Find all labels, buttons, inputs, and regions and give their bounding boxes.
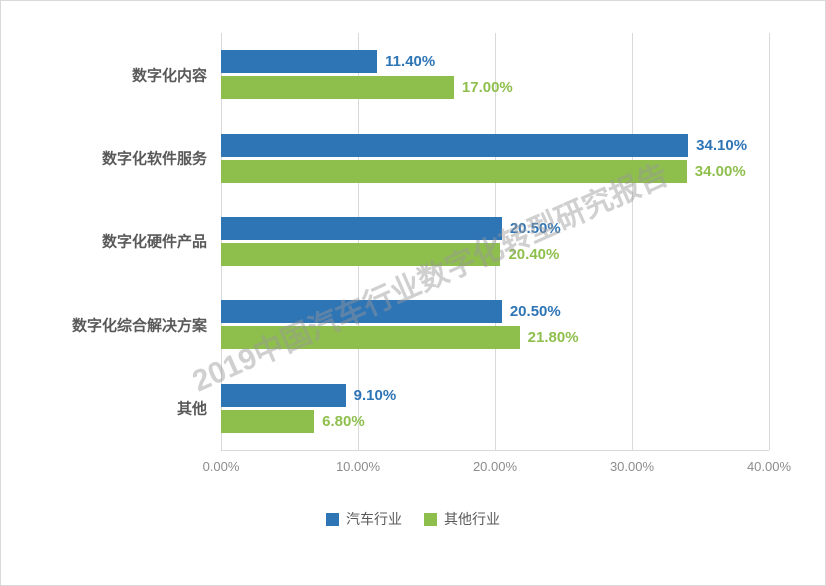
value-label: 21.80% (527, 329, 579, 347)
bar-line: 21.80% (221, 326, 769, 350)
x-axis: 0.00% 10.00% 20.00% 30.00% 40.00% (203, 451, 791, 479)
value-label: 20.40% (508, 245, 560, 263)
bar-line: 34.10% (221, 133, 769, 157)
value-label: 11.40% (385, 53, 436, 71)
x-tick-label: 20.00% (472, 459, 518, 474)
gridline (632, 33, 633, 450)
x-tick-label: 0.00% (202, 459, 240, 474)
value-label: 20.50% (509, 303, 561, 321)
bar-line: 17.00% (221, 76, 769, 100)
category-label: 数字化综合解决方案 (71, 317, 207, 335)
bar-segment (221, 300, 502, 324)
legend-item: 汽车行业 (326, 509, 402, 529)
bar-line: 20.50% (221, 300, 769, 324)
category-group: 数字化综合解决方案 20.50% 21.80% (72, 283, 769, 366)
bar-rows: 数字化内容 11.40% 17.00% 数字化软件服务 34.10% 34.00% 数字化硬… (72, 33, 769, 450)
bar-line: 34.00% (221, 159, 769, 183)
bar-line: 11.40% (221, 50, 769, 74)
category-group: 数字化内容 11.40% 17.00% (132, 33, 769, 116)
category-label: 数字化软件服务 (101, 150, 207, 168)
bar-segment (221, 409, 315, 433)
value-label: 17.00% (461, 79, 513, 97)
bar-line: 20.40% (221, 242, 769, 266)
legend-label: 汽车行业 (346, 511, 402, 527)
value-label: 34.10% (696, 136, 748, 154)
category-group: 数字化软件服务 34.10% 34.00% (102, 116, 769, 199)
gridlines (221, 33, 770, 450)
value-label: 20.50% (509, 219, 561, 237)
value-label: 9.10% (353, 386, 397, 404)
legend-item: 其他行业 (424, 509, 500, 529)
gridline (221, 33, 222, 450)
bar-line: 20.50% (221, 216, 769, 240)
category-group: 数字化硬件产品 20.50% 20.40% (102, 200, 769, 283)
category-label: 数字化硬件产品 (101, 233, 207, 251)
legend-swatch-icon (326, 512, 339, 526)
gridline (769, 33, 770, 450)
gridline (358, 33, 359, 450)
bar-line: 6.80% (221, 409, 769, 433)
bar-segment (221, 76, 454, 100)
bar-segment (221, 50, 378, 74)
x-tick-label: 30.00% (609, 459, 655, 474)
x-tick-label: 40.00% (746, 459, 792, 474)
value-label: 34.00% (694, 162, 746, 180)
bar-segment (221, 159, 687, 183)
bar-segment (221, 383, 346, 407)
bar-segment (221, 133, 689, 157)
category-label: 数字化内容 (131, 67, 207, 85)
x-tick-label: 10.00% (335, 459, 381, 474)
plot-area: 2019中国汽车行业数字化转型研究报告 数字化内容 11.40% 17.00% 数字化… (72, 33, 770, 451)
category-label: 其他 (176, 400, 207, 418)
bar-segment (221, 242, 501, 266)
bar-segment (221, 216, 502, 240)
legend: 汽车行业 其他行业 (1, 509, 825, 529)
category-group: 其他 9.10% 6.80% (177, 367, 769, 450)
value-label: 6.80% (322, 412, 365, 430)
legend-label: 其他行业 (444, 511, 500, 527)
legend-swatch-icon (424, 512, 437, 526)
gridline (495, 33, 496, 450)
bar-segment (221, 326, 520, 350)
bar-line: 9.10% (221, 383, 769, 407)
